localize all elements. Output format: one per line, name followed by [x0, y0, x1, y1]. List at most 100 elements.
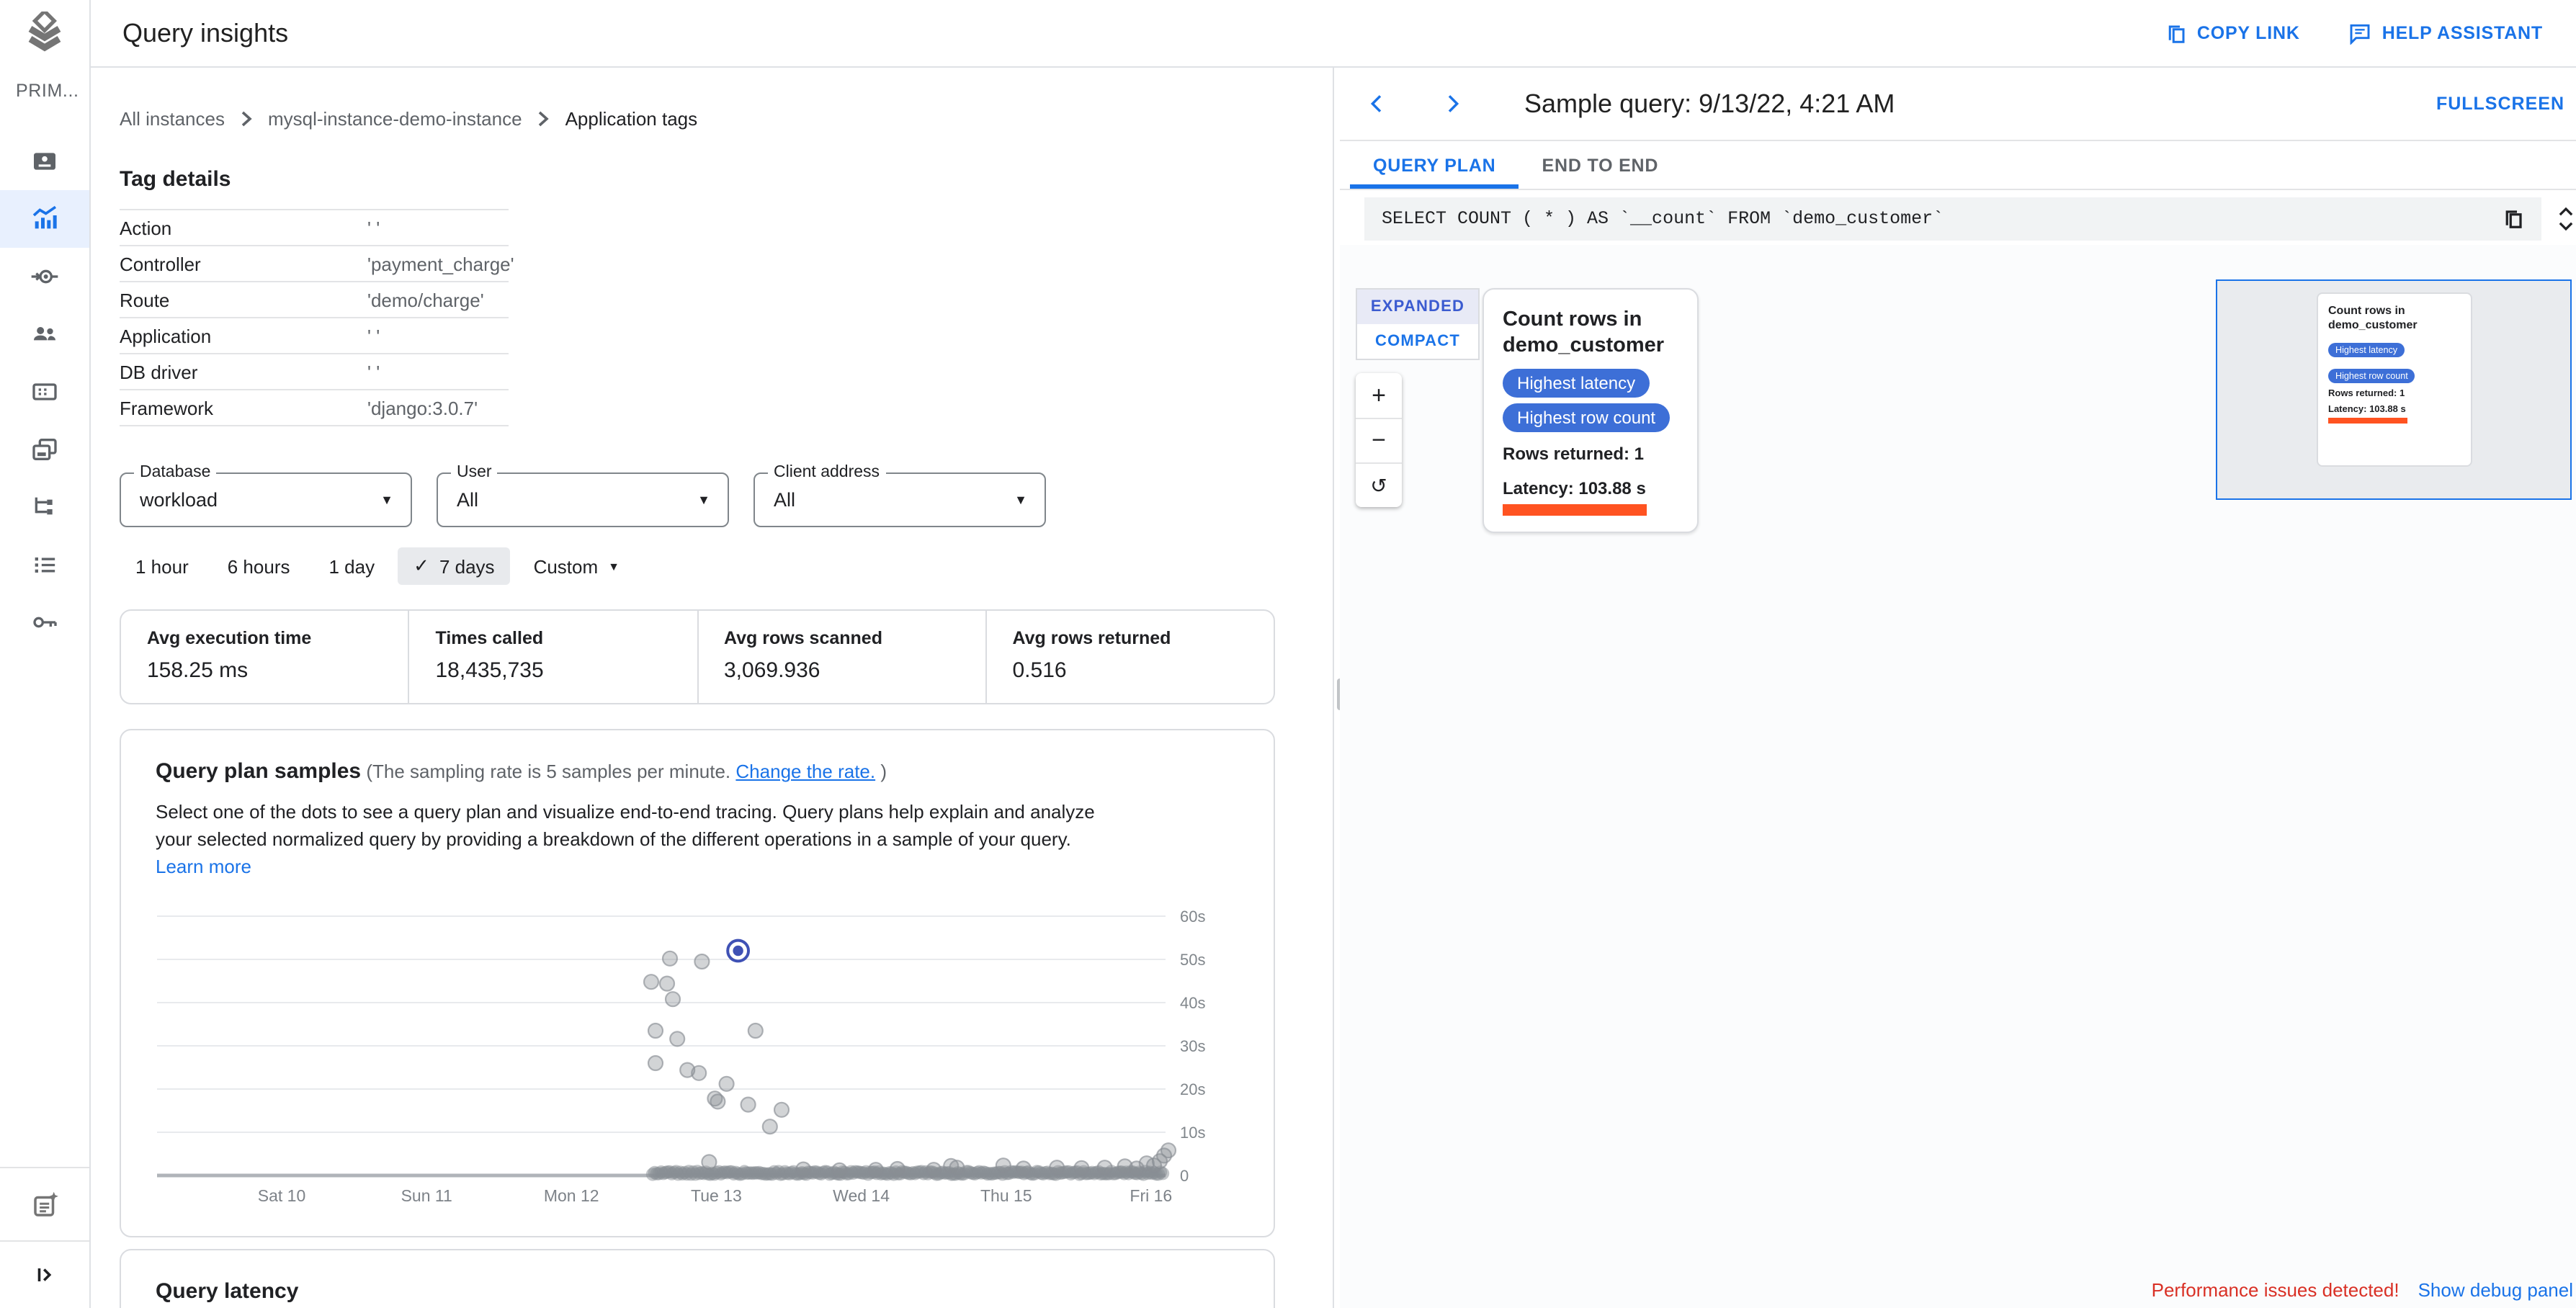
time-range-custom-label: Custom [533, 555, 599, 577]
compact-view-option[interactable]: COMPACT [1375, 333, 1460, 350]
next-sample-button[interactable] [1435, 86, 1470, 121]
selected-sample-dot[interactable] [726, 938, 751, 962]
sample-dot[interactable] [740, 1096, 756, 1112]
sample-dot[interactable] [658, 975, 676, 991]
sample-dot[interactable] [773, 1101, 790, 1117]
time-range-custom[interactable]: Custom ▼ [518, 548, 635, 584]
topbar-actions: COPY LINK HELP ASSISTANT [2165, 22, 2543, 45]
sample-dot[interactable] [795, 1160, 812, 1177]
svg-text:Thu 15: Thu 15 [980, 1186, 1032, 1204]
sample-dot[interactable] [1015, 1160, 1032, 1176]
plan-view-toggle: EXPANDED COMPACT [1356, 288, 1480, 360]
sidebar-item-system-insights[interactable] [0, 248, 89, 305]
copy-link-label: COPY LINK [2196, 23, 2300, 43]
sample-dot[interactable] [1049, 1159, 1065, 1175]
sidebar-item-operations[interactable] [0, 536, 89, 593]
sample-dot[interactable] [747, 1021, 764, 1039]
plan-node-title: Count rows in demo_customer [1503, 308, 1665, 358]
scatter-plot[interactable]: 60s 50s 40s 30s 20s 10s 0 Sat 10 Sun 11 Mon 12 Tue… [157, 901, 1226, 1206]
expanded-view-option[interactable]: EXPANDED [1357, 290, 1478, 324]
metric-value: 3,069.936 [724, 658, 820, 683]
zoom-in-button[interactable]: + [1356, 373, 1402, 418]
minimap-node-title: Count rows in demo_customer [2328, 304, 2418, 332]
sample-dot[interactable] [669, 1030, 686, 1047]
panel-divider [1333, 66, 1334, 1308]
show-debug-panel-link[interactable]: Show debug panel [2418, 1279, 2573, 1301]
sample-dot[interactable] [718, 1075, 735, 1091]
metric-label: Times called [435, 628, 544, 648]
query-plan-canvas[interactable]: EXPANDED COMPACT + − ↺ Count rows in dem… [1340, 245, 2576, 1308]
sample-dot[interactable] [664, 990, 681, 1007]
user-filter-select[interactable]: User All ▼ [437, 464, 729, 527]
breadcrumb-instance[interactable]: mysql-instance-demo-instance [267, 108, 522, 130]
plan-node-card[interactable]: Count rows in demo_customer Highest late… [1482, 288, 1699, 533]
overview-icon [34, 153, 55, 170]
database-filter-select[interactable]: Database workload ▼ [120, 464, 412, 527]
plan-minimap[interactable]: Count rows in demo_customer Highest late… [2216, 279, 2572, 500]
sample-dot[interactable] [831, 1161, 848, 1178]
tag-value: ' ' [367, 217, 380, 238]
zoom-out-button[interactable]: − [1356, 418, 1402, 462]
sidebar-item-backups[interactable] [0, 421, 89, 478]
tab-end-to-end[interactable]: END TO END [1542, 155, 1659, 175]
time-range-1-hour[interactable]: 1 hour [135, 555, 189, 577]
time-range-6-hours[interactable]: 6 hours [227, 555, 290, 577]
change-rate-link[interactable]: Change the rate. [735, 761, 876, 782]
sample-dot[interactable] [1160, 1142, 1177, 1158]
check-icon: ✓ [413, 555, 429, 576]
sidebar-item-replication[interactable] [0, 478, 89, 536]
sample-dot[interactable] [694, 952, 710, 969]
sample-dot[interactable] [701, 1153, 717, 1170]
rail-divider [0, 1167, 89, 1168]
sidebar-item-integrations[interactable] [0, 593, 89, 651]
sample-dot[interactable] [995, 1157, 1011, 1173]
sample-dot[interactable] [1073, 1159, 1090, 1175]
help-assistant-button[interactable]: HELP ASSISTANT [2349, 22, 2543, 45]
fullscreen-button[interactable]: FULLSCREEN [2436, 94, 2564, 114]
sidebar-item-overview[interactable] [0, 133, 89, 190]
latency-samples-chart[interactable]: 60s 50s 40s 30s 20s 10s 0 Sat 10 Sun 11 Mon 12 Tue… [157, 901, 1239, 1206]
sample-dot[interactable] [691, 1064, 707, 1080]
sidebar-item-databases[interactable] [0, 363, 89, 421]
sample-query-panel: Sample query: 9/13/22, 4:21 AM FULLSCREE… [1340, 68, 2576, 1308]
sample-dot[interactable] [867, 1161, 884, 1178]
sample-dot[interactable] [889, 1160, 905, 1177]
sql-statement-bar: SELECT COUNT ( * ) AS `__count` FROM `de… [1364, 197, 2541, 241]
user-filter-label: User [451, 464, 498, 481]
reset-zoom-button[interactable]: ↺ [1356, 462, 1402, 507]
sample-dot[interactable] [647, 1021, 664, 1039]
sample-dot[interactable] [761, 1118, 778, 1134]
tag-label: Framework [120, 397, 214, 418]
sample-dot[interactable] [949, 1159, 965, 1175]
copy-sql-button[interactable] [2503, 207, 2524, 230]
time-range-1-day[interactable]: 1 day [328, 555, 375, 577]
copy-link-button[interactable]: COPY LINK [2165, 22, 2300, 44]
expand-side-panel-button[interactable] [0, 1242, 89, 1308]
sample-dot[interactable] [661, 949, 679, 966]
chevron-right-icon [538, 111, 550, 127]
performance-warning: Performance issues detected! [2151, 1279, 2400, 1301]
time-range-7-days[interactable]: ✓ 7 days [398, 547, 511, 585]
sample-dot[interactable] [943, 1157, 960, 1173]
sample-dot[interactable] [710, 1093, 726, 1109]
tag-label: Route [120, 289, 170, 310]
svg-text:40s: 40s [1180, 993, 1205, 1011]
expand-sql-button[interactable] [2556, 206, 2576, 232]
sidebar-item-users[interactable] [0, 305, 89, 363]
svg-text:50s: 50s [1180, 950, 1205, 968]
sample-dot[interactable] [1096, 1159, 1113, 1175]
sample-dot[interactable] [1117, 1157, 1133, 1174]
tag-label: DB driver [120, 361, 198, 382]
sidebar-item-query-insights[interactable] [0, 190, 89, 248]
sidebar-item-release-notes[interactable] [0, 1168, 89, 1240]
client-address-filter-select[interactable]: Client address All ▼ [753, 464, 1046, 527]
learn-more-link[interactable]: Learn more [156, 855, 251, 877]
table-row: Application ' ' [120, 318, 509, 354]
tab-query-plan[interactable]: QUERY PLAN [1350, 141, 1519, 189]
sample-dot[interactable] [926, 1161, 942, 1178]
sample-dot[interactable] [647, 1054, 664, 1071]
sample-dot[interactable] [643, 973, 660, 990]
breadcrumb-all-instances[interactable]: All instances [120, 108, 225, 130]
previous-sample-button[interactable] [1360, 86, 1395, 121]
